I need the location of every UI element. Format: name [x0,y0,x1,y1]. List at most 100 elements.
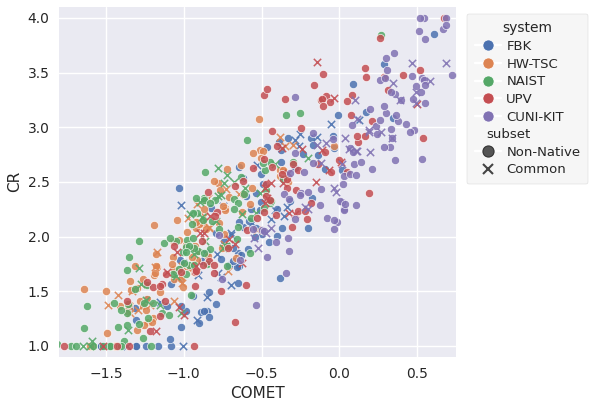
Point [86,343,95,349]
Point [174,185,184,191]
Point [147,343,156,349]
Point [249,235,259,241]
Point [247,220,257,226]
Point [204,289,213,296]
Point [262,193,271,200]
Point [132,327,142,333]
Point [313,59,322,65]
Point [219,238,229,244]
Point [245,250,254,257]
Point [390,91,400,98]
Point [274,139,284,145]
Point [290,211,300,217]
Point [332,219,342,225]
Point [176,202,186,208]
Point [295,192,305,198]
Point [352,147,362,154]
Point [302,216,312,222]
Point [278,180,287,186]
Point [141,307,151,313]
Point [116,307,125,314]
Point [389,50,399,57]
Point [131,343,141,349]
Point [202,249,212,256]
Point [337,166,347,173]
Point [125,310,135,317]
Point [176,309,185,316]
Point [328,135,337,142]
Point [237,260,246,266]
Point [241,282,250,289]
Point [36,343,45,349]
Point [277,170,287,177]
Point [266,159,275,166]
Point [411,83,421,90]
Point [259,92,269,98]
Point [337,161,347,168]
Point [170,275,179,282]
Point [165,234,175,241]
Point [417,155,427,162]
Point [215,232,224,238]
Point [131,262,140,269]
Point [352,115,362,122]
Point [133,306,142,313]
Point [200,197,209,204]
Point [177,280,187,286]
Point [201,226,211,232]
Point [191,219,200,225]
Point [313,142,322,148]
Point [182,249,191,255]
Point [218,202,228,209]
Point [272,206,282,212]
Point [230,182,240,189]
Point [139,322,149,328]
Point [420,36,430,42]
Point [407,73,417,80]
Point [200,230,209,236]
Point [420,82,430,89]
Point [342,169,352,175]
Point [278,175,288,182]
Point [285,170,295,176]
Point [203,259,213,265]
Point [113,292,122,299]
Point [132,284,142,291]
Point [190,343,199,349]
Point [308,195,317,202]
Point [232,236,242,242]
Point [354,116,364,123]
Point [275,166,285,173]
Point [191,269,200,275]
Point [367,166,377,172]
Point [329,144,339,151]
Point [236,174,246,180]
Point [255,189,265,196]
Point [190,251,199,257]
Point [151,251,160,257]
Point [1,343,10,349]
Point [215,226,224,232]
Point [153,264,162,271]
Point [185,263,195,269]
Point [141,295,151,302]
Point [293,208,303,214]
Point [111,343,120,349]
Point [249,165,258,171]
Point [99,343,108,349]
Point [290,137,300,144]
Point [307,200,316,206]
Point [408,96,418,102]
Point [229,206,238,213]
Point [209,270,219,277]
Point [381,55,391,61]
Point [198,217,208,223]
Point [207,217,217,224]
Point [211,230,221,236]
Point [245,201,254,207]
Point [122,343,132,349]
Point [388,80,398,86]
Point [230,241,240,248]
Point [470,15,479,21]
Point [209,262,218,268]
